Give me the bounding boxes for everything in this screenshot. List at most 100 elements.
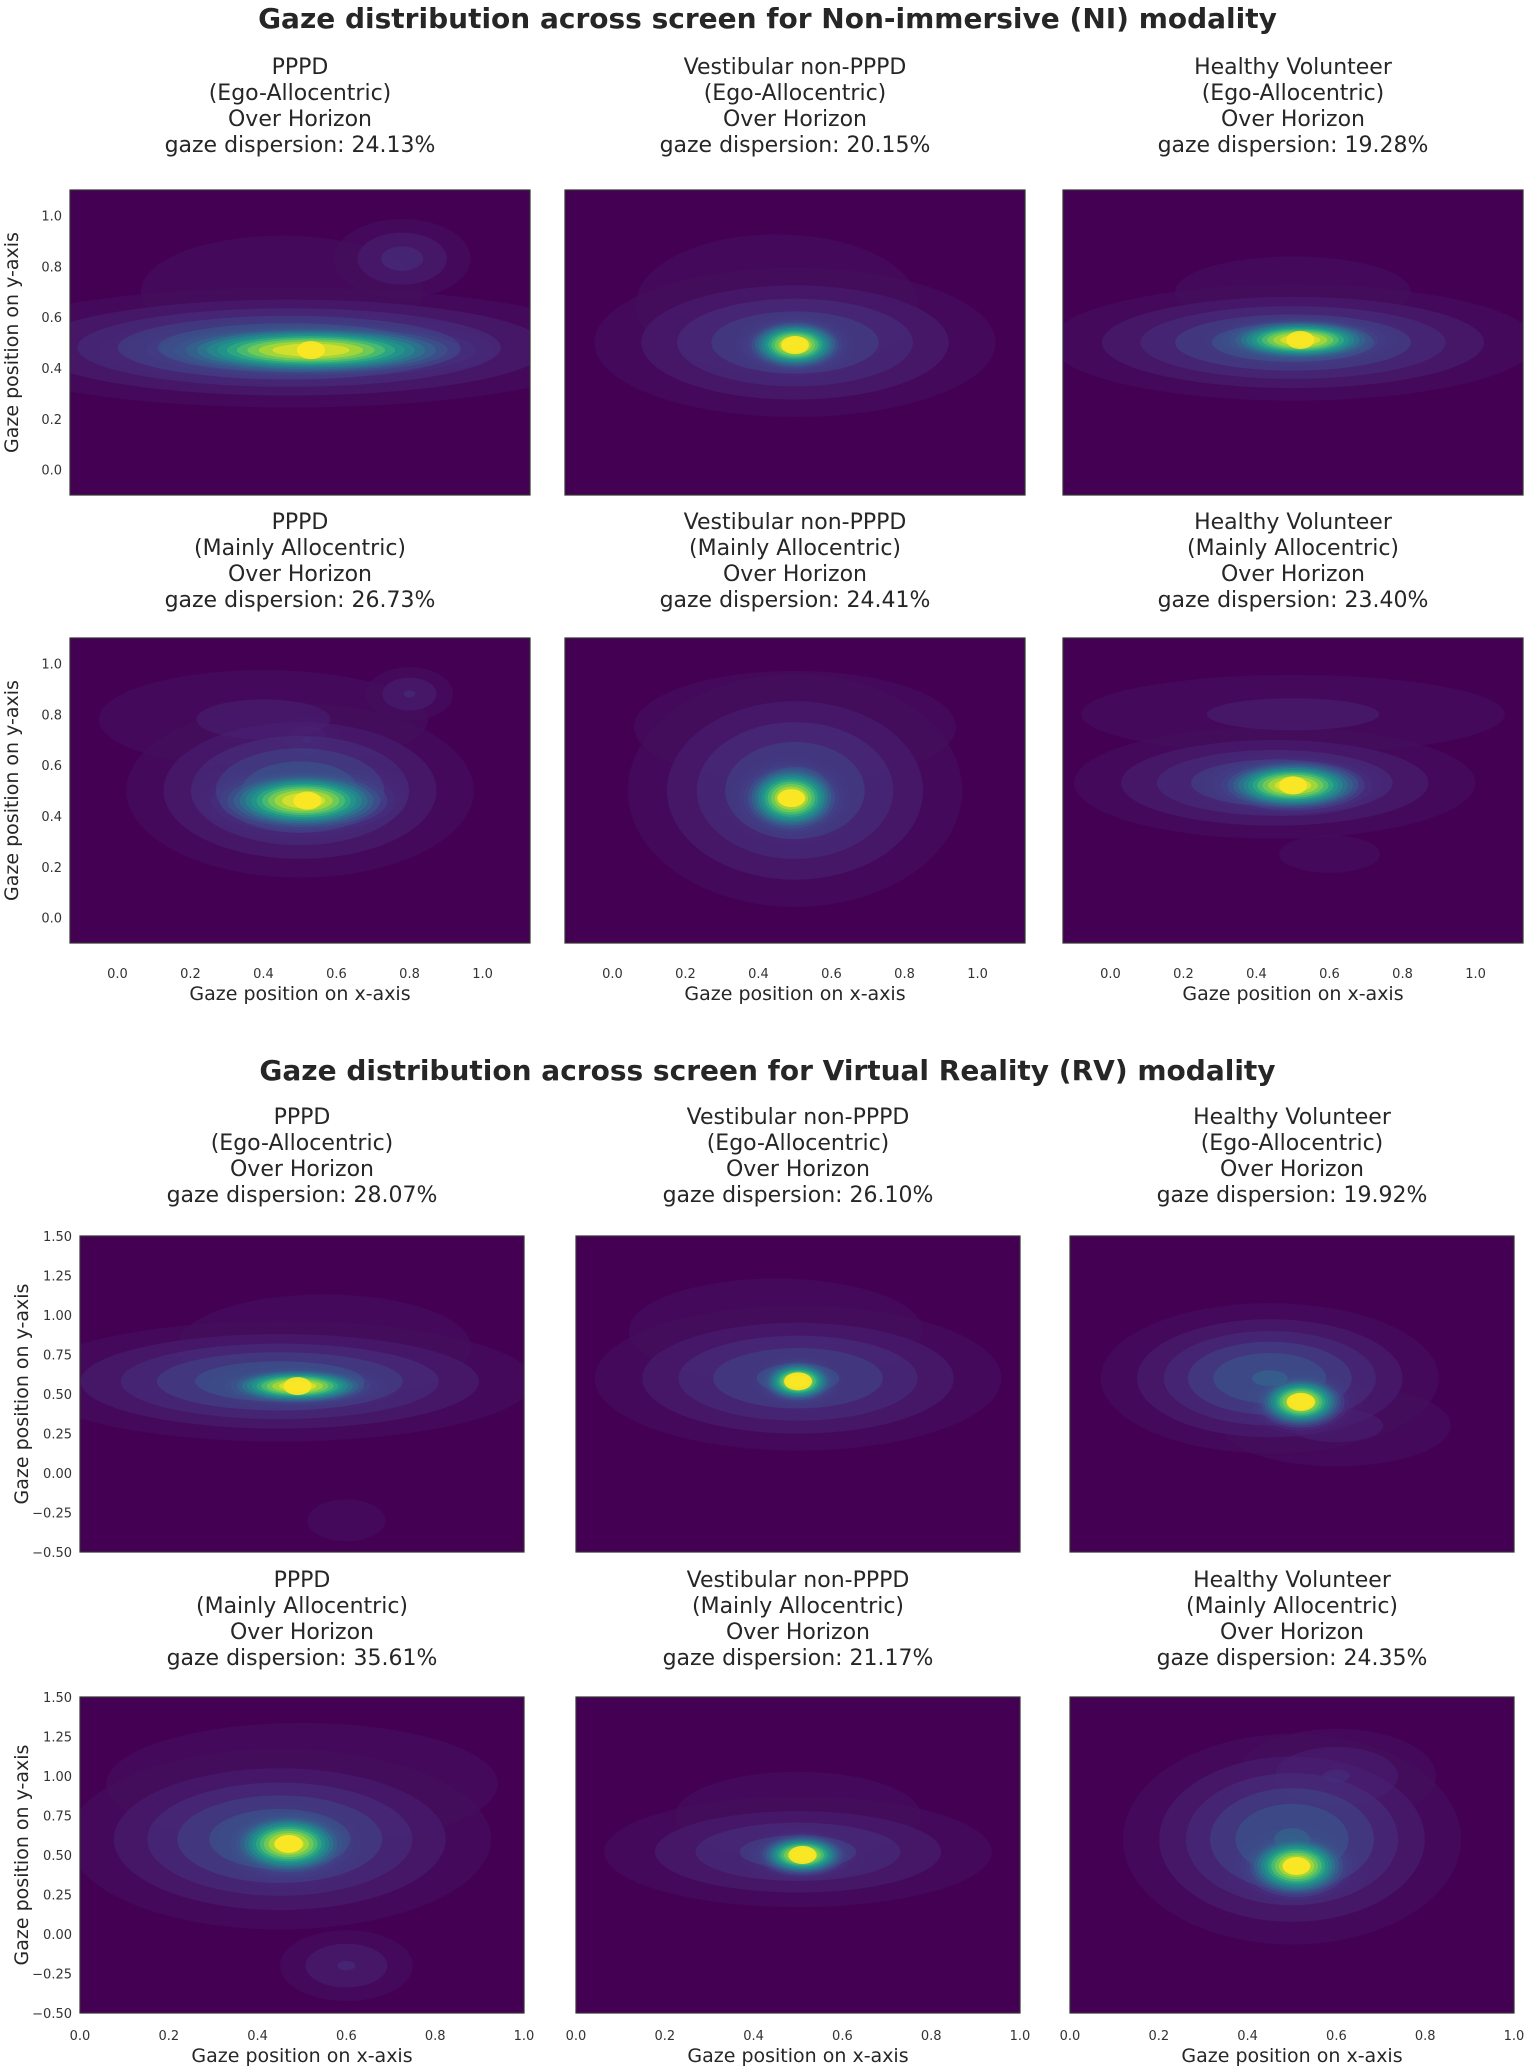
panel-title-strategy: (Ego-Allocentric) [1202,81,1385,106]
panel-title-group: Healthy Volunteer [1194,55,1393,80]
panel-title-condition: Over Horizon [230,1157,374,1182]
y-tick-label: 0.2 [41,413,62,428]
panel-title-condition: Over Horizon [726,1157,870,1182]
panel-title-dispersion: gaze dispersion: 20.15% [660,133,931,158]
x-tick-label: 1.0 [1010,2029,1031,2044]
y-tick-label: 0.75 [43,1810,72,1825]
panel-title-group: PPPD [274,1105,331,1130]
panel-title-group: Healthy Volunteer [1193,1105,1392,1130]
x-tick-label: 0.6 [336,2029,357,2044]
panel-title-strategy: (Mainly Allocentric) [689,536,901,561]
x-tick-label: 0.8 [1415,2029,1436,2044]
y-tick-label: 0.2 [41,861,62,876]
heatmap-panel: Healthy Volunteer(Ego-Allocentric)Over H… [1062,55,1524,496]
y-axis-label: Gaze position on y-axis [11,1284,33,1505]
x-tick-label: 0.6 [1326,2029,1347,2044]
x-tick-label: 0.4 [748,967,769,982]
x-tick-label: 0.0 [1060,2029,1081,2044]
y-axis-label: Gaze position on y-axis [1,232,23,453]
x-tick-label: 0.0 [602,967,623,982]
panel-title-strategy: (Mainly Allocentric) [194,536,406,561]
x-axis-label: Gaze position on x-axis [684,983,905,1005]
y-tick-label: 0.8 [41,708,62,723]
density-peak [777,789,806,808]
density-peak [784,1372,812,1391]
x-tick-label: 0.0 [107,967,128,982]
panel-title-group: Vestibular non-PPPD [684,510,907,535]
y-tick-label: 1.25 [43,1270,72,1285]
x-tick-label: 0.0 [566,2029,587,2044]
y-tick-label: 0.6 [41,759,62,774]
panel-title-dispersion: gaze dispersion: 24.41% [660,588,931,613]
panel-title-strategy: (Mainly Allocentric) [692,1594,904,1619]
panel-frame [575,1235,1021,1553]
rv-figure-title: Gaze distribution across screen for Virt… [259,1054,1276,1087]
panel-title-condition: Over Horizon [1220,1157,1364,1182]
panel-title-dispersion: gaze dispersion: 24.13% [165,133,436,158]
x-tick-label: 0.8 [894,967,915,982]
panel-title-strategy: (Ego-Allocentric) [704,81,887,106]
density-peak [788,1846,817,1864]
panel-title-strategy: (Mainly Allocentric) [1186,1594,1398,1619]
y-tick-label: −0.25 [32,1968,72,1983]
x-tick-label: 0.6 [1319,967,1340,982]
y-tick-label: 0.00 [43,1928,72,1943]
y-tick-label: 1.0 [41,209,62,224]
x-axis-label: Gaze position on x-axis [191,2045,412,2067]
panel-title-condition: Over Horizon [1220,1620,1364,1645]
panel-title-dispersion: gaze dispersion: 24.35% [1157,1646,1428,1671]
panel-title-dispersion: gaze dispersion: 21.17% [663,1646,934,1671]
panel-title-group: PPPD [272,510,329,535]
x-tick-label: 0.0 [1100,967,1121,982]
panel-frame [1069,1235,1515,1553]
y-tick-label: 0.00 [43,1467,72,1482]
heatmap-panel: Vestibular non-PPPD(Mainly Allocentric)O… [564,510,1026,1005]
panel-frame [575,1696,1021,2014]
x-tick-label: 0.6 [326,967,347,982]
density-peak [1286,1392,1315,1411]
density-peak [1279,776,1307,795]
heatmap-panel: Healthy Volunteer(Mainly Allocentric)Ove… [1060,1568,1525,2067]
density-contour [302,736,312,743]
density-peak [1282,1857,1311,1876]
heatmap-panel: PPPD(Mainly Allocentric)Over Horizongaze… [1,510,531,1005]
x-tick-label: 0.4 [1246,967,1267,982]
panel-frame [564,189,1026,496]
panel-title-condition: Over Horizon [228,107,372,132]
density-contour [1278,835,1381,873]
y-tick-label: 0.25 [43,1889,72,1904]
panel-frame [69,637,531,944]
y-tick-label: 0.75 [43,1349,72,1364]
x-tick-label: 1.0 [1504,2029,1525,2044]
panel-title-group: Healthy Volunteer [1194,510,1393,535]
density-contour [1323,1769,1350,1783]
panel-title-group: PPPD [274,1568,331,1593]
panel-title-condition: Over Horizon [723,107,867,132]
panel-title-strategy: (Ego-Allocentric) [211,1131,394,1156]
panel-frame [79,1696,525,2014]
panel-title-dispersion: gaze dispersion: 26.73% [165,588,436,613]
heatmap-panel: Healthy Volunteer(Mainly Allocentric)Ove… [1062,510,1524,1005]
panel-title-group: Healthy Volunteer [1193,1568,1392,1593]
x-tick-label: 0.0 [70,2029,91,2044]
x-tick-label: 0.4 [1237,2029,1258,2044]
heatmap-panel: Vestibular non-PPPD(Mainly Allocentric)O… [566,1568,1031,2067]
y-tick-label: 0.0 [41,912,62,927]
density-peak [283,1377,312,1396]
panel-frame [564,637,1026,944]
y-tick-label: 1.25 [43,1731,72,1746]
panel-title-dispersion: gaze dispersion: 19.28% [1158,133,1429,158]
x-tick-label: 0.6 [832,2029,853,2044]
y-tick-label: 1.00 [43,1770,72,1785]
panel-frame [1069,1696,1515,2014]
y-tick-label: 0.50 [43,1849,72,1864]
x-axis-label: Gaze position on x-axis [1182,983,1403,1005]
ni-figure-title: Gaze distribution across screen for Non-… [258,2,1277,35]
y-axis-label: Gaze position on y-axis [11,1745,33,1966]
density-contour [403,690,416,698]
y-tick-label: −0.50 [32,1546,72,1561]
y-tick-label: 1.00 [43,1309,72,1324]
y-tick-label: 0.4 [41,362,62,377]
